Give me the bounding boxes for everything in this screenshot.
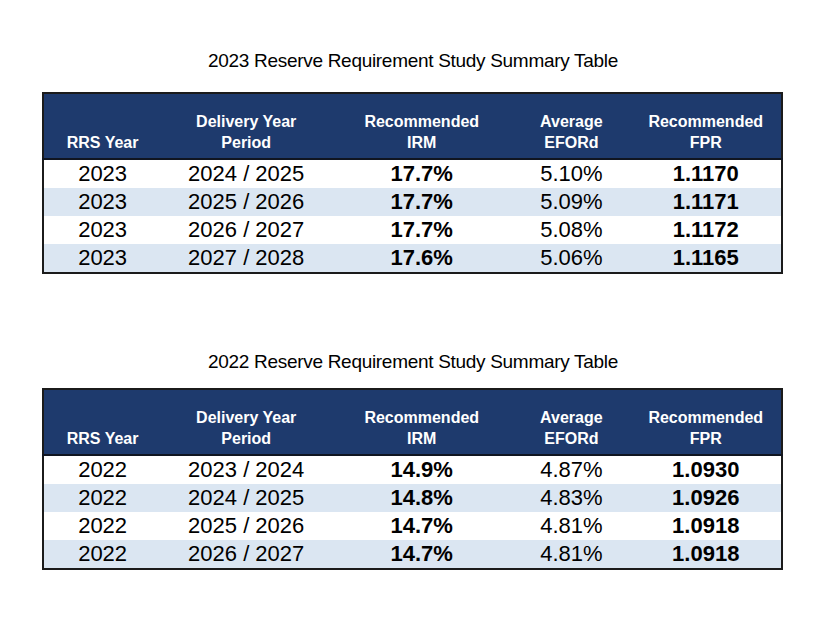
table-row: 2023 2025 / 2026 17.7% 5.09% 1.1171 — [43, 188, 782, 216]
cell-recommended-fpr: 1.1171 — [630, 188, 782, 216]
header-row: RRS Year Delivery YearPeriod Recommended… — [43, 389, 782, 455]
table-row: 2022 2026 / 2027 14.7% 4.81% 1.0918 — [43, 540, 782, 569]
cell-delivery-year-period: 2027 / 2028 — [161, 244, 331, 273]
table-row: 2022 2025 / 2026 14.7% 4.81% 1.0918 — [43, 512, 782, 540]
cell-delivery-year-period: 2025 / 2026 — [161, 188, 331, 216]
cell-recommended-fpr: 1.0918 — [630, 512, 782, 540]
cell-rrs-year: 2022 — [43, 540, 161, 569]
cell-rrs-year: 2023 — [43, 159, 161, 188]
cell-recommended-irm: 14.8% — [331, 484, 512, 512]
cell-recommended-fpr: 1.1172 — [630, 216, 782, 244]
cell-recommended-irm: 14.7% — [331, 512, 512, 540]
cell-recommended-fpr: 1.0930 — [630, 455, 782, 484]
cell-average-eford: 4.81% — [512, 540, 630, 569]
header-cell-average-eford: AverageEFORd — [512, 389, 630, 455]
table-row: 2023 2024 / 2025 17.7% 5.10% 1.1170 — [43, 159, 782, 188]
header-cell-delivery-year-period: Delivery YearPeriod — [161, 389, 331, 455]
cell-recommended-irm: 17.7% — [331, 216, 512, 244]
cell-rrs-year: 2022 — [43, 455, 161, 484]
cell-average-eford: 5.10% — [512, 159, 630, 188]
table-row: 2023 2027 / 2028 17.6% 5.06% 1.1165 — [43, 244, 782, 273]
header-cell-delivery-year-period: Delivery YearPeriod — [161, 93, 331, 159]
cell-average-eford: 5.06% — [512, 244, 630, 273]
header-cell-recommended-fpr: RecommendedFPR — [630, 389, 782, 455]
cell-rrs-year: 2023 — [43, 216, 161, 244]
header-row: RRS Year Delivery YearPeriod Recommended… — [43, 93, 782, 159]
cell-recommended-irm: 17.7% — [331, 188, 512, 216]
cell-rrs-year: 2022 — [43, 512, 161, 540]
header-cell-rrs-year: RRS Year — [43, 93, 161, 159]
cell-rrs-year: 2022 — [43, 484, 161, 512]
cell-average-eford: 4.87% — [512, 455, 630, 484]
cell-recommended-fpr: 1.0926 — [630, 484, 782, 512]
table-row: 2022 2024 / 2025 14.8% 4.83% 1.0926 — [43, 484, 782, 512]
cell-average-eford: 4.81% — [512, 512, 630, 540]
table-title-2023: 2023 Reserve Requirement Study Summary T… — [0, 50, 826, 72]
cell-recommended-fpr: 1.1165 — [630, 244, 782, 273]
cell-delivery-year-period: 2025 / 2026 — [161, 512, 331, 540]
cell-delivery-year-period: 2024 / 2025 — [161, 484, 331, 512]
header-cell-recommended-fpr: RecommendedFPR — [630, 93, 782, 159]
cell-recommended-irm: 17.6% — [331, 244, 512, 273]
table-row: 2022 2023 / 2024 14.9% 4.87% 1.0930 — [43, 455, 782, 484]
header-cell-recommended-irm: RecommendedIRM — [331, 389, 512, 455]
report-page: 2023 Reserve Requirement Study Summary T… — [0, 0, 826, 620]
header-cell-rrs-year: RRS Year — [43, 389, 161, 455]
cell-recommended-fpr: 1.1170 — [630, 159, 782, 188]
cell-delivery-year-period: 2023 / 2024 — [161, 455, 331, 484]
cell-rrs-year: 2023 — [43, 244, 161, 273]
cell-average-eford: 5.09% — [512, 188, 630, 216]
summary-table-2022: RRS Year Delivery YearPeriod Recommended… — [42, 388, 783, 570]
table-title-2022: 2022 Reserve Requirement Study Summary T… — [0, 351, 826, 373]
summary-table: RRS Year Delivery YearPeriod Recommended… — [42, 388, 783, 570]
cell-rrs-year: 2023 — [43, 188, 161, 216]
cell-average-eford: 4.83% — [512, 484, 630, 512]
cell-delivery-year-period: 2026 / 2027 — [161, 540, 331, 569]
cell-recommended-irm: 17.7% — [331, 159, 512, 188]
table-row: 2023 2026 / 2027 17.7% 5.08% 1.1172 — [43, 216, 782, 244]
cell-delivery-year-period: 2024 / 2025 — [161, 159, 331, 188]
summary-table: RRS Year Delivery YearPeriod Recommended… — [42, 92, 783, 274]
cell-recommended-irm: 14.7% — [331, 540, 512, 569]
cell-average-eford: 5.08% — [512, 216, 630, 244]
summary-table-2023: RRS Year Delivery YearPeriod Recommended… — [42, 92, 783, 274]
cell-recommended-irm: 14.9% — [331, 455, 512, 484]
header-cell-recommended-irm: RecommendedIRM — [331, 93, 512, 159]
header-cell-average-eford: AverageEFORd — [512, 93, 630, 159]
cell-delivery-year-period: 2026 / 2027 — [161, 216, 331, 244]
cell-recommended-fpr: 1.0918 — [630, 540, 782, 569]
